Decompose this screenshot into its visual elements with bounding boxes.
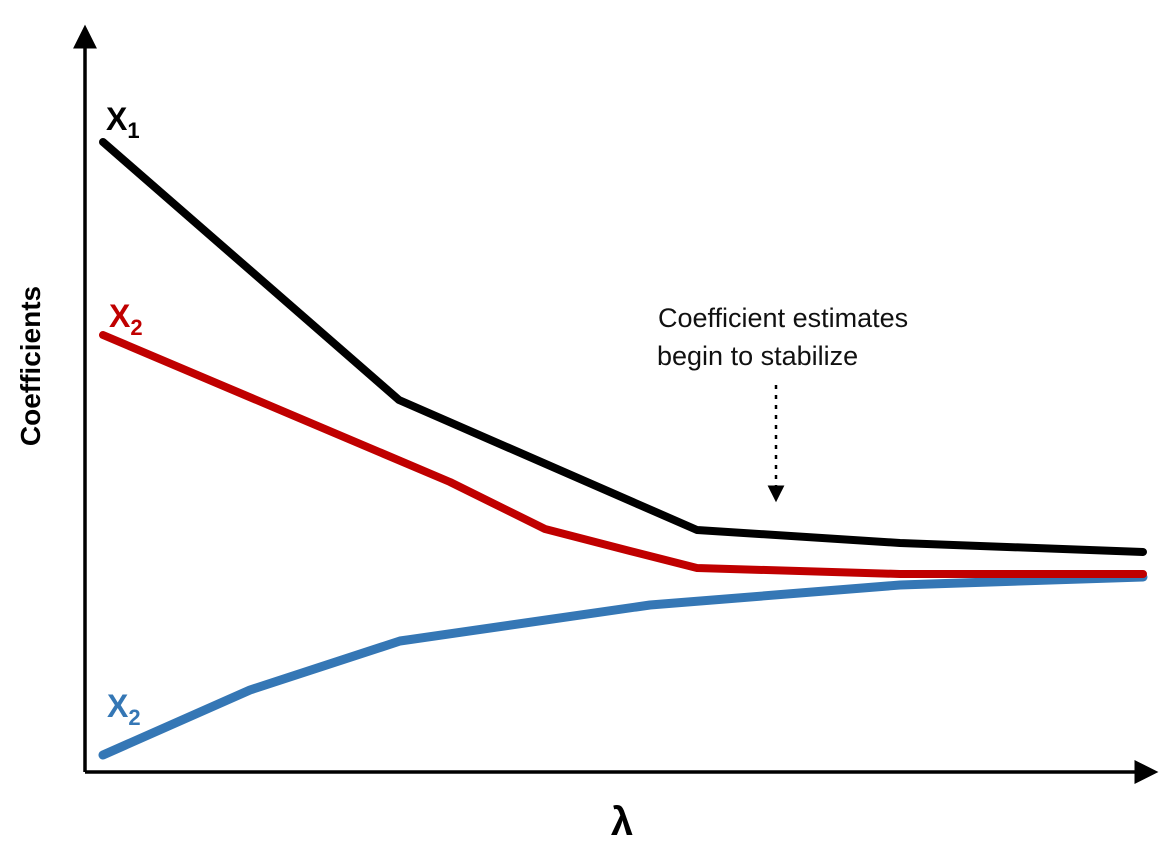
axes [73, 24, 1159, 784]
series-x2-red-line [99, 331, 1147, 578]
series-x1-label-main: X [106, 101, 128, 137]
series-x2-blue-line [98, 572, 1148, 760]
x-axis-title: λ [611, 800, 633, 843]
series-x1-label: X1 [106, 101, 140, 143]
series-x2-blue-label-main: X [107, 688, 129, 724]
series-x1-label-subscript: 1 [127, 118, 139, 143]
series-x2-red-label: X2 [109, 298, 143, 340]
axis-titles: Coefficients λ [15, 286, 633, 843]
series-x2-red-label-subscript: 2 [130, 315, 142, 340]
annotation: Coefficient estimates begin to stabilize [657, 303, 908, 503]
series-x1-line [99, 138, 1147, 556]
y-axis-title: Coefficients [15, 286, 46, 446]
series-lines [98, 138, 1148, 760]
series-x2-blue-label-subscript: 2 [128, 705, 140, 730]
annotation-text-line1: Coefficient estimates [658, 303, 908, 333]
series-x2-red-label-main: X [109, 298, 131, 334]
annotation-text-line2: begin to stabilize [657, 341, 858, 371]
series-x2-blue-label: X2 [107, 688, 141, 730]
series-labels: X1 X2 X2 [106, 101, 143, 730]
